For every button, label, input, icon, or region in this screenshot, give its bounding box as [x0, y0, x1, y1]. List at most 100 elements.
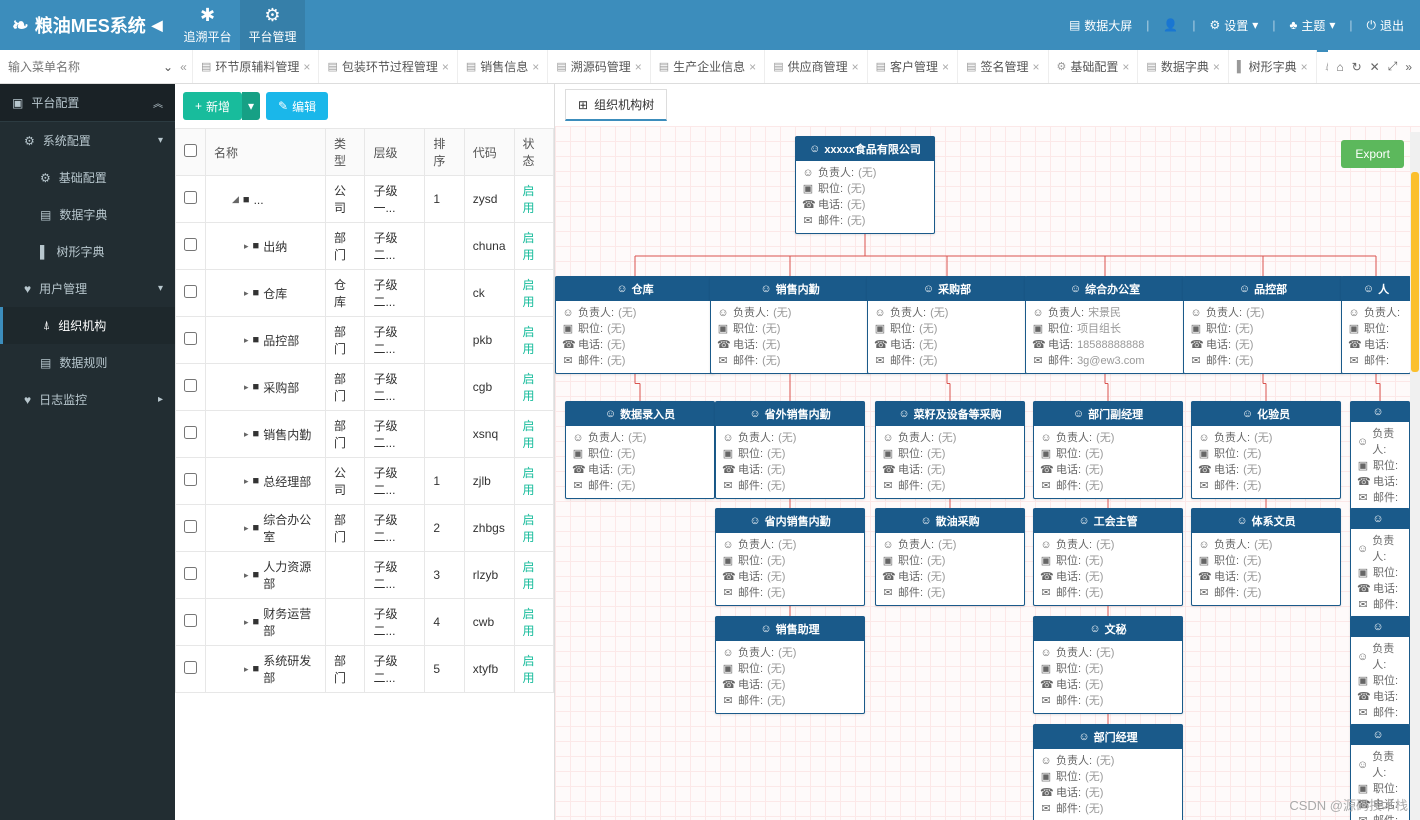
row-check[interactable]	[184, 426, 197, 439]
org-node[interactable]: ☺菜籽及设备等采购☺负责人: (无)▣职位: (无)☎电话: (无)✉邮件: (…	[875, 401, 1025, 499]
org-node[interactable]: ☺采购部☺负责人: (无)▣职位: (无)☎电话: (无)✉邮件: (无)	[867, 276, 1027, 374]
org-node[interactable]: ☺☺负责人:▣职位:☎电话:✉邮件:	[1350, 616, 1410, 726]
close-icon[interactable]: ×	[1301, 60, 1308, 74]
row-check[interactable]	[184, 238, 197, 251]
tree-tab[interactable]: ⊞组织机构树	[565, 89, 667, 121]
org-node[interactable]: ☺数据录入员☺负责人: (无)▣职位: (无)☎电话: (无)✉邮件: (无)	[565, 401, 715, 499]
org-node[interactable]: ☺省内销售内勤☺负责人: (无)▣职位: (无)☎电话: (无)✉邮件: (无)	[715, 508, 865, 606]
org-node[interactable]: ☺xxxxx食品有限公司☺负责人: (无)▣职位: (无)☎电话: (无)✉邮件…	[795, 136, 935, 234]
menu-search-input[interactable]	[8, 60, 163, 74]
table-row[interactable]: ▸■ 人力资源部子级二...3rlzyb启用	[176, 552, 554, 599]
tabs-scroll-left[interactable]: «	[175, 50, 193, 83]
row-check[interactable]	[184, 332, 197, 345]
vertical-scrollbar[interactable]	[1410, 132, 1420, 820]
tab-1[interactable]: ▤包装环节过程管理×	[319, 50, 457, 83]
tab-9[interactable]: ▤数据字典×	[1138, 50, 1228, 83]
refresh-icon[interactable]: ↻	[1352, 60, 1362, 74]
org-node[interactable]: ☺销售助理☺负责人: (无)▣职位: (无)☎电话: (无)✉邮件: (无)	[715, 616, 865, 714]
sidebar-item-0[interactable]: ▣平台配置︽	[0, 84, 175, 122]
sidebar-item-8[interactable]: ♥日志监控▸	[0, 381, 175, 418]
tree-toggle-icon[interactable]: ◢	[232, 194, 239, 205]
row-check[interactable]	[184, 661, 197, 674]
row-check[interactable]	[184, 379, 197, 392]
org-node[interactable]: ☺☺负责人:▣职位:☎电话:✉邮件:	[1350, 508, 1410, 618]
expand-icon[interactable]: ⤢	[1388, 59, 1398, 74]
table-row[interactable]: ◢■ ...公司子级一...1zysd启用	[176, 176, 554, 223]
tree-toggle-icon[interactable]: ▸	[244, 570, 249, 581]
table-row[interactable]: ▸■ 综合办公室部门子级二...2zhbgs启用	[176, 505, 554, 552]
close-icon[interactable]: ×	[1032, 60, 1039, 74]
org-node[interactable]: ☺省外销售内勤☺负责人: (无)▣职位: (无)☎电话: (无)✉邮件: (无)	[715, 401, 865, 499]
org-node[interactable]: ☺散油采购☺负责人: (无)▣职位: (无)☎电话: (无)✉邮件: (无)	[875, 508, 1025, 606]
tree-toggle-icon[interactable]: ▸	[244, 523, 249, 534]
org-node[interactable]: ☺部门副经理☺负责人: (无)▣职位: (无)☎电话: (无)✉邮件: (无)	[1033, 401, 1183, 499]
org-canvas[interactable]: ☺xxxxx食品有限公司☺负责人: (无)▣职位: (无)☎电话: (无)✉邮件…	[555, 126, 1420, 820]
theme-link[interactable]: ♣主题▾	[1289, 17, 1335, 34]
close-icon[interactable]: ×	[942, 60, 949, 74]
org-node[interactable]: ☺化验员☺负责人: (无)▣职位: (无)☎电话: (无)✉邮件: (无)	[1191, 401, 1341, 499]
user-icon[interactable]: 👤	[1163, 18, 1178, 32]
tab-3[interactable]: ▤溯源码管理×	[548, 50, 650, 83]
sidebar-item-5[interactable]: ♥用户管理▾	[0, 270, 175, 307]
add-button[interactable]: +新增	[183, 92, 242, 120]
row-check[interactable]	[184, 520, 197, 533]
edit-button[interactable]: ✎编辑	[266, 92, 328, 120]
org-node[interactable]: ☺综合办公室☺负责人: 宋景民▣职位: 项目组长☎电话: 18588888888…	[1025, 276, 1185, 374]
org-node[interactable]: ☺☺负责人:▣职位:☎电话:✉邮件:	[1350, 401, 1410, 511]
home-icon[interactable]: ⌂	[1336, 60, 1343, 74]
collapse-icon[interactable]: ◀	[152, 17, 163, 34]
close-icon[interactable]: ×	[852, 60, 859, 74]
close-icon[interactable]: ×	[635, 60, 642, 74]
row-check[interactable]	[184, 191, 197, 204]
close-icon[interactable]: ×	[749, 60, 756, 74]
tab-8[interactable]: ⚙基础配置×	[1049, 50, 1139, 83]
org-node[interactable]: ☺体系文员☺负责人: (无)▣职位: (无)☎电话: (无)✉邮件: (无)	[1191, 508, 1341, 606]
table-row[interactable]: ▸■ 系统研发部部门子级二...5xtyfb启用	[176, 646, 554, 693]
table-row[interactable]: ▸■ 财务运营部子级二...4cwb启用	[176, 599, 554, 646]
tree-toggle-icon[interactable]: ▸	[244, 335, 249, 346]
sidebar-item-3[interactable]: ▤数据字典	[0, 196, 175, 233]
org-node[interactable]: ☺品控部☺负责人: (无)▣职位: (无)☎电话: (无)✉邮件: (无)	[1183, 276, 1343, 374]
settings-link[interactable]: ⚙设置▾	[1210, 17, 1259, 34]
sidebar-item-4[interactable]: ▌树形字典	[0, 233, 175, 270]
sidebar-item-2[interactable]: ⚙基础配置	[0, 159, 175, 196]
table-row[interactable]: ▸■ 总经理部公司子级二...1zjlb启用	[176, 458, 554, 505]
tree-toggle-icon[interactable]: ▸	[244, 617, 249, 628]
add-dropdown[interactable]: ▾	[242, 92, 260, 120]
row-check[interactable]	[184, 614, 197, 627]
tree-toggle-icon[interactable]: ▸	[244, 476, 249, 487]
dashboard-link[interactable]: ▤数据大屏	[1069, 17, 1132, 34]
tree-toggle-icon[interactable]: ▸	[244, 429, 249, 440]
org-node[interactable]: ☺工会主管☺负责人: (无)▣职位: (无)☎电话: (无)✉邮件: (无)	[1033, 508, 1183, 606]
table-row[interactable]: ▸■ 品控部部门子级二...pkb启用	[176, 317, 554, 364]
org-node[interactable]: ☺人☺负责人:▣职位:☎电话:✉邮件:	[1341, 276, 1411, 374]
topnav-0[interactable]: ✱追溯平台	[175, 0, 240, 50]
tab-5[interactable]: ▤供应商管理×	[765, 50, 867, 83]
close-icon[interactable]: ×	[442, 60, 449, 74]
tab-11[interactable]: ⍋组织机构×	[1317, 50, 1329, 83]
tab-10[interactable]: ▌树形字典×	[1229, 50, 1317, 83]
close-icon[interactable]: ×	[303, 60, 310, 74]
tree-toggle-icon[interactable]: ▸	[244, 288, 249, 299]
topnav-1[interactable]: ⚙平台管理	[240, 0, 305, 50]
table-row[interactable]: ▸■ 仓库仓库子级二...ck启用	[176, 270, 554, 317]
row-check[interactable]	[184, 473, 197, 486]
tab-4[interactable]: ▤生产企业信息×	[651, 50, 765, 83]
tree-toggle-icon[interactable]: ▸	[244, 382, 249, 393]
tab-6[interactable]: ▤客户管理×	[868, 50, 958, 83]
org-node[interactable]: ☺仓库☺负责人: (无)▣职位: (无)☎电话: (无)✉邮件: (无)	[555, 276, 715, 374]
more-icon[interactable]: »	[1405, 60, 1412, 74]
tab-0[interactable]: ▤环节原辅料管理×	[193, 50, 319, 83]
tree-toggle-icon[interactable]: ▸	[244, 664, 249, 675]
table-row[interactable]: ▸■ 销售内勤部门子级二...xsnq启用	[176, 411, 554, 458]
close-icon[interactable]: ×	[1122, 60, 1129, 74]
table-row[interactable]: ▸■ 采购部部门子级二...cgb启用	[176, 364, 554, 411]
table-row[interactable]: ▸■ 出纳部门子级二...chuna启用	[176, 223, 554, 270]
chevron-down-icon[interactable]: ⌄	[163, 60, 173, 74]
sidebar-item-6[interactable]: ⍋组织机构	[0, 307, 175, 344]
org-node[interactable]: ☺部门经理☺负责人: (无)▣职位: (无)☎电话: (无)✉邮件: (无)	[1033, 724, 1183, 820]
sidebar-item-1[interactable]: ⚙系统配置▾	[0, 122, 175, 159]
check-all[interactable]	[184, 144, 197, 157]
close-icon[interactable]: ×	[532, 60, 539, 74]
close-icon[interactable]: ×	[1213, 60, 1220, 74]
